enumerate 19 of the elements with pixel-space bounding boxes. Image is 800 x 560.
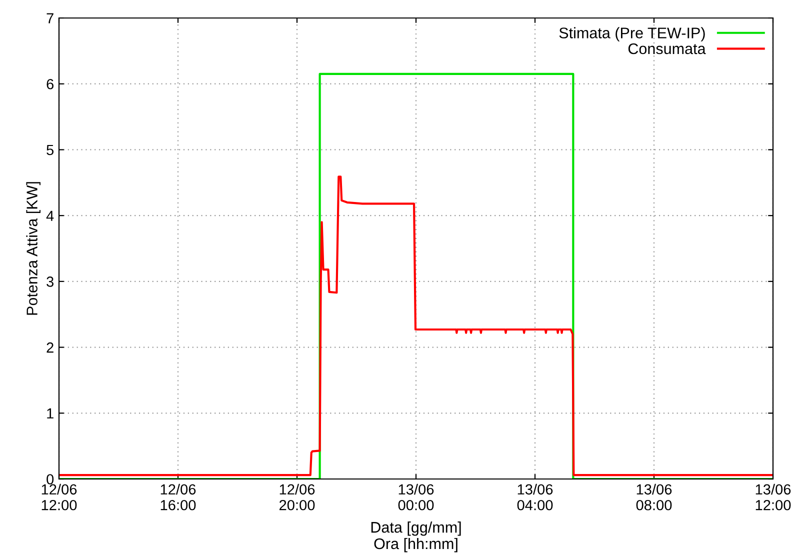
y-tick-label: 2 [46,342,54,353]
x-tick-label: 13/06 04:00 [517,484,553,510]
y-tick-label: 6 [46,78,54,90]
y-tick-label: 3 [46,276,54,287]
x-tick-label: 12/06 12:00 [42,484,77,510]
x-tick-label: 13/06 00:00 [398,484,434,510]
x-tick-label: 12/06 16:00 [160,484,196,510]
y-tick-label: 5 [46,144,54,156]
legend-label: Stimata (Pre TEW-IP) [559,27,705,42]
x-tick-label: 13/06 08:00 [636,484,672,510]
y-tick-label: 7 [46,13,54,24]
x-axis-title: Data [gg/mm] Ora [hh:mm] [371,521,461,552]
y-tick-label: 4 [46,210,54,221]
y-axis-title: Potenza Attiva [KW] [26,182,40,315]
x-tick-label: 13/06 12:00 [756,484,791,510]
x-tick-label: 12/06 20:00 [279,484,315,510]
y-tick-label: 0 [46,474,54,484]
legend-label: Consumata [628,43,706,54]
y-tick-label: 1 [47,408,54,418]
